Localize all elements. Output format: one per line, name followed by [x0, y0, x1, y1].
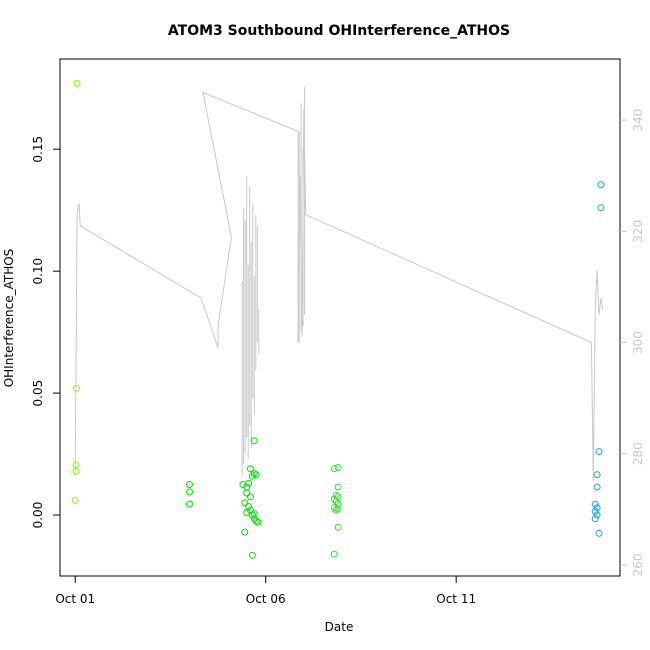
y-tick-label: 0.00: [31, 502, 45, 529]
data-point: [73, 79, 81, 87]
data-point: [250, 470, 258, 478]
data-point: [247, 506, 254, 514]
y-tick-label: 0.10: [31, 258, 45, 285]
data-point: [243, 489, 251, 497]
data-point: [186, 488, 193, 496]
data-point: [72, 461, 80, 469]
data-point: [591, 507, 599, 515]
data-point: [250, 437, 258, 445]
data-point: [591, 515, 599, 523]
data-point: [334, 500, 342, 508]
data-point: [334, 483, 342, 491]
data-point: [245, 503, 253, 510]
data-point: [334, 464, 342, 471]
data-point: [252, 471, 260, 479]
data-point: [597, 181, 605, 189]
data-point: [72, 384, 80, 392]
data-point: [71, 496, 79, 504]
x-tick-label: Oct 11: [436, 592, 476, 606]
line-series-layer: [74, 86, 604, 482]
x-axis-label: Date: [325, 620, 354, 634]
data-point: [593, 483, 601, 491]
data-point: [334, 505, 342, 513]
data-point: [595, 448, 603, 456]
data-point: [593, 504, 601, 512]
data-point: [248, 551, 256, 559]
x-tick-label: Oct 01: [55, 592, 95, 606]
data-point: [330, 550, 338, 558]
series-line: [74, 91, 604, 482]
plot-area: [59, 58, 621, 577]
y2-tick-label: 320: [631, 220, 645, 243]
data-point: [245, 479, 253, 487]
data-point: [186, 500, 193, 508]
data-point: [595, 529, 603, 537]
data-point: [186, 481, 193, 488]
chart-title: ATOM3 Southbound OHInterference_ATHOS: [168, 23, 510, 39]
data-point: [252, 517, 260, 525]
data-point: [241, 499, 249, 507]
y2-tick-label: 300: [631, 331, 645, 354]
data-point: [247, 465, 254, 473]
data-point: [248, 511, 256, 519]
data-point: [250, 510, 258, 518]
y-tick-label: 0.15: [31, 136, 45, 163]
data-point: [593, 511, 601, 519]
data-point: [254, 518, 262, 526]
scatter-points-layer: [71, 79, 605, 559]
y2-tick-label: 340: [631, 109, 645, 132]
data-point: [247, 493, 254, 501]
data-point: [241, 528, 249, 536]
data-point: [72, 467, 80, 475]
y-tick-label: 0.05: [31, 380, 45, 407]
data-point: [243, 509, 251, 517]
data-point: [597, 204, 605, 212]
data-point: [591, 500, 599, 508]
data-point: [330, 465, 338, 473]
axes-layer: Oct 01 Oct 06 Oct 11 0.00 0.05 0.10 0.15 260 280…: [31, 109, 645, 606]
y2-tick-label: 260: [631, 553, 645, 576]
x-tick-label: Oct 06: [246, 592, 286, 606]
y2-tick-label: 280: [631, 442, 645, 465]
data-point: [593, 471, 601, 479]
y-axis-label: OHInterference_ATHOS: [2, 249, 16, 388]
data-point: [334, 523, 342, 531]
data-point: [332, 506, 340, 514]
